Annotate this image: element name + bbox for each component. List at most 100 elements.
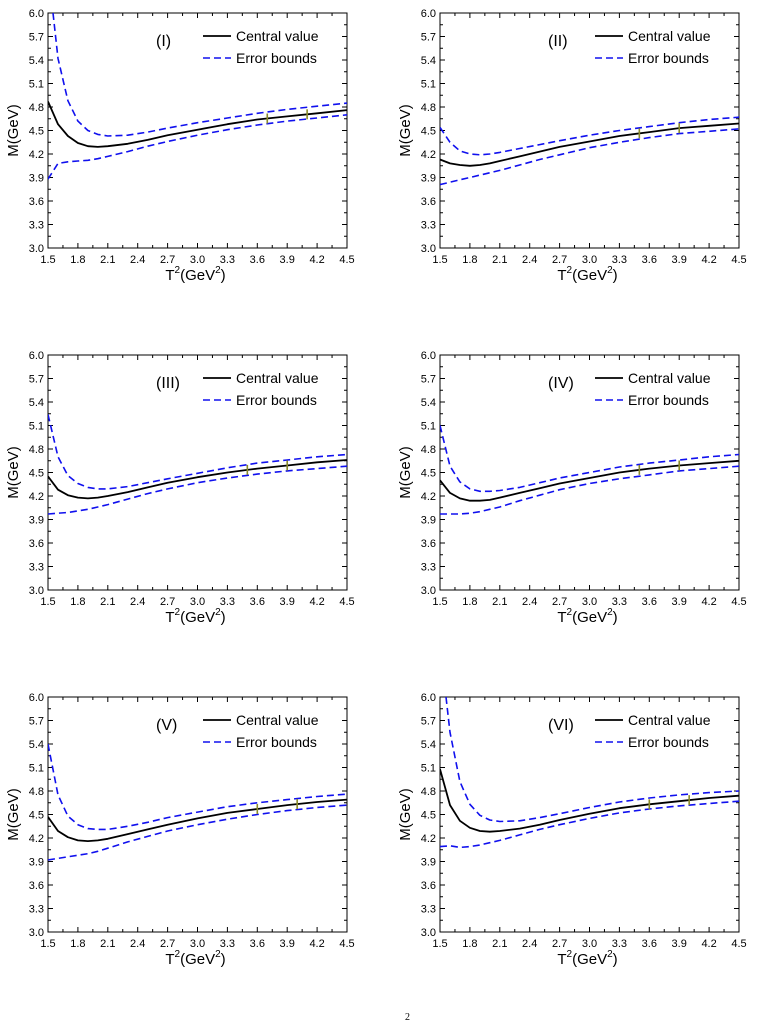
x-tick-label: 3.9: [280, 596, 295, 608]
y-tick-label: 3.3: [421, 904, 436, 916]
y-tick-label: 4.5: [29, 810, 44, 822]
x-axis-title: T2(GeV2): [557, 949, 617, 968]
y-tick-label: 6.0: [29, 8, 44, 20]
y-axis-title: M(GeV): [5, 104, 22, 157]
x-tick-label: 2.7: [160, 254, 175, 266]
x-tick-label: 3.6: [642, 254, 657, 266]
legend-central-label: Central value: [236, 712, 319, 728]
x-tick-label: 2.1: [100, 254, 115, 266]
central-value-line: [48, 460, 347, 498]
y-tick-label: 4.5: [29, 468, 44, 480]
y-tick-label: 5.1: [421, 763, 436, 775]
x-tick-label: 3.0: [582, 596, 597, 608]
x-tick-label: 1.8: [70, 938, 85, 950]
legend-error-label: Error bounds: [628, 734, 709, 750]
x-tick-label: 4.5: [339, 596, 354, 608]
x-tick-label: 1.8: [462, 254, 477, 266]
y-tick-label: 4.5: [421, 468, 436, 480]
x-axis-title-part: ): [221, 951, 226, 968]
central-value-line: [440, 461, 739, 501]
x-axis-title-part: T: [165, 951, 174, 968]
x-tick-label: 4.5: [339, 938, 354, 950]
y-tick-label: 4.2: [29, 491, 44, 503]
error-bound-line: [48, 744, 347, 829]
y-tick-label: 4.2: [29, 149, 44, 161]
x-tick-label: 2.1: [100, 938, 115, 950]
panel-label: (VI): [548, 717, 574, 734]
x-tick-label: 3.9: [280, 938, 295, 950]
x-tick-label: 1.8: [70, 254, 85, 266]
y-tick-label: 5.7: [421, 32, 436, 44]
x-tick-label: 1.5: [40, 938, 55, 950]
x-axis-title-part: (GeV: [572, 267, 607, 284]
x-tick-label: 2.4: [522, 938, 537, 950]
x-tick-label: 4.2: [701, 254, 716, 266]
x-axis-title: T2(GeV2): [165, 949, 225, 968]
y-tick-label: 4.5: [421, 126, 436, 138]
x-tick-label: 2.4: [130, 254, 145, 266]
y-tick-label: 4.8: [29, 444, 44, 456]
y-tick-label: 5.4: [421, 397, 436, 409]
y-tick-label: 3.0: [29, 927, 44, 939]
x-tick-label: 2.4: [522, 254, 537, 266]
x-tick-label: 2.1: [492, 938, 507, 950]
y-tick-label: 5.7: [29, 716, 44, 728]
y-tick-label: 3.0: [421, 585, 436, 597]
error-bound-line: [440, 466, 739, 514]
y-tick-label: 3.9: [421, 515, 436, 527]
y-tick-label: 3.3: [29, 562, 44, 574]
plot-frame: [48, 697, 347, 932]
y-tick-label: 5.4: [421, 739, 436, 751]
y-tick-label: 3.6: [421, 880, 436, 892]
legend-central-label: Central value: [236, 370, 319, 386]
y-tick-label: 4.5: [421, 810, 436, 822]
x-tick-label: 3.6: [642, 938, 657, 950]
data-lines: [440, 117, 739, 184]
x-tick-label: 3.3: [220, 938, 235, 950]
x-tick-label: 1.8: [462, 596, 477, 608]
legend-error-label: Error bounds: [236, 392, 317, 408]
panel-label: (III): [156, 375, 180, 392]
x-tick-label: 2.1: [100, 596, 115, 608]
y-tick-label: 5.7: [29, 374, 44, 386]
x-tick-label: 4.5: [731, 938, 746, 950]
x-tick-label: 3.9: [280, 254, 295, 266]
x-axis-title-part: T: [557, 267, 566, 284]
y-tick-label: 4.2: [29, 833, 44, 845]
central-value-line: [48, 800, 347, 842]
y-tick-label: 3.9: [421, 173, 436, 185]
y-tick-label: 4.8: [29, 786, 44, 798]
y-tick-label: 6.0: [421, 8, 436, 20]
x-tick-label: 2.7: [552, 596, 567, 608]
x-tick-label: 3.3: [220, 254, 235, 266]
x-tick-label: 3.0: [190, 938, 205, 950]
x-tick-label: 3.9: [672, 254, 687, 266]
x-tick-label: 1.5: [432, 596, 447, 608]
y-tick-label: 4.2: [421, 833, 436, 845]
y-tick-label: 5.4: [421, 55, 436, 67]
x-tick-label: 3.9: [672, 938, 687, 950]
x-tick-label: 4.5: [731, 254, 746, 266]
x-tick-label: 3.6: [250, 938, 265, 950]
legend-error-label: Error bounds: [236, 734, 317, 750]
y-tick-label: 3.6: [29, 196, 44, 208]
legend-error-label: Error bounds: [236, 50, 317, 66]
y-tick-label: 5.4: [29, 397, 44, 409]
x-tick-label: 2.4: [130, 596, 145, 608]
y-tick-label: 3.6: [421, 538, 436, 550]
legend-error-label: Error bounds: [628, 50, 709, 66]
y-tick-label: 5.1: [421, 79, 436, 91]
x-tick-label: 2.7: [552, 938, 567, 950]
y-tick-label: 3.6: [29, 880, 44, 892]
data-lines: [440, 426, 739, 515]
y-tick-label: 3.0: [421, 243, 436, 255]
x-tick-label: 2.1: [492, 254, 507, 266]
x-tick-label: 2.7: [552, 254, 567, 266]
x-tick-label: 3.9: [672, 596, 687, 608]
x-tick-label: 3.6: [642, 596, 657, 608]
x-tick-label: 1.5: [40, 254, 55, 266]
y-tick-label: 4.5: [29, 126, 44, 138]
y-tick-label: 3.3: [29, 220, 44, 232]
y-tick-label: 3.3: [421, 220, 436, 232]
x-tick-label: 3.3: [612, 596, 627, 608]
